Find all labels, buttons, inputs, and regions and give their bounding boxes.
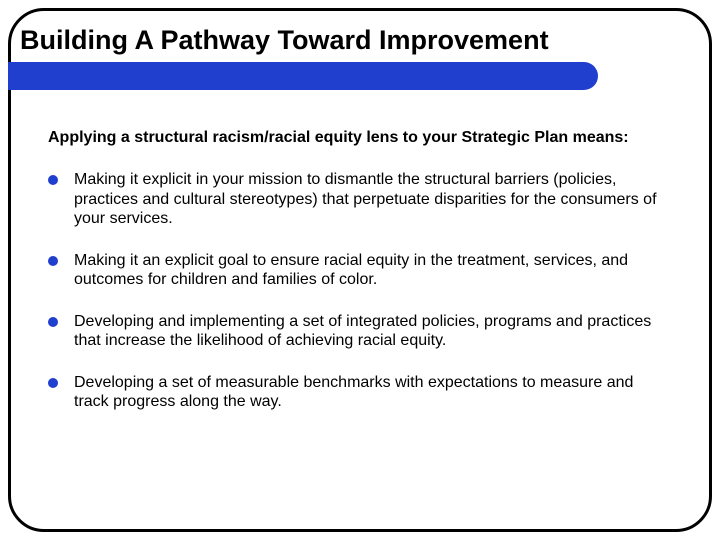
intro-text: Applying a structural racism/racial equi… (48, 128, 672, 148)
bullet-list: Making it explicit in your mission to di… (48, 170, 672, 412)
bullet-text: Developing a set of measurable benchmark… (74, 373, 672, 412)
slide-title: Building A Pathway Toward Improvement (20, 24, 700, 56)
list-item: Developing and implementing a set of int… (48, 312, 672, 351)
bullet-text: Making it an explicit goal to ensure rac… (74, 251, 672, 290)
bullet-icon (48, 317, 58, 327)
list-item: Developing a set of measurable benchmark… (48, 373, 672, 412)
bullet-text: Making it explicit in your mission to di… (74, 170, 672, 229)
title-region: Building A Pathway Toward Improvement (0, 0, 720, 56)
bullet-icon (48, 175, 58, 185)
bullet-text: Developing and implementing a set of int… (74, 312, 672, 351)
content-region: Applying a structural racism/racial equi… (48, 128, 672, 434)
title-underline-bar (8, 62, 598, 90)
list-item: Making it an explicit goal to ensure rac… (48, 251, 672, 290)
bullet-icon (48, 378, 58, 388)
list-item: Making it explicit in your mission to di… (48, 170, 672, 229)
bullet-icon (48, 256, 58, 266)
